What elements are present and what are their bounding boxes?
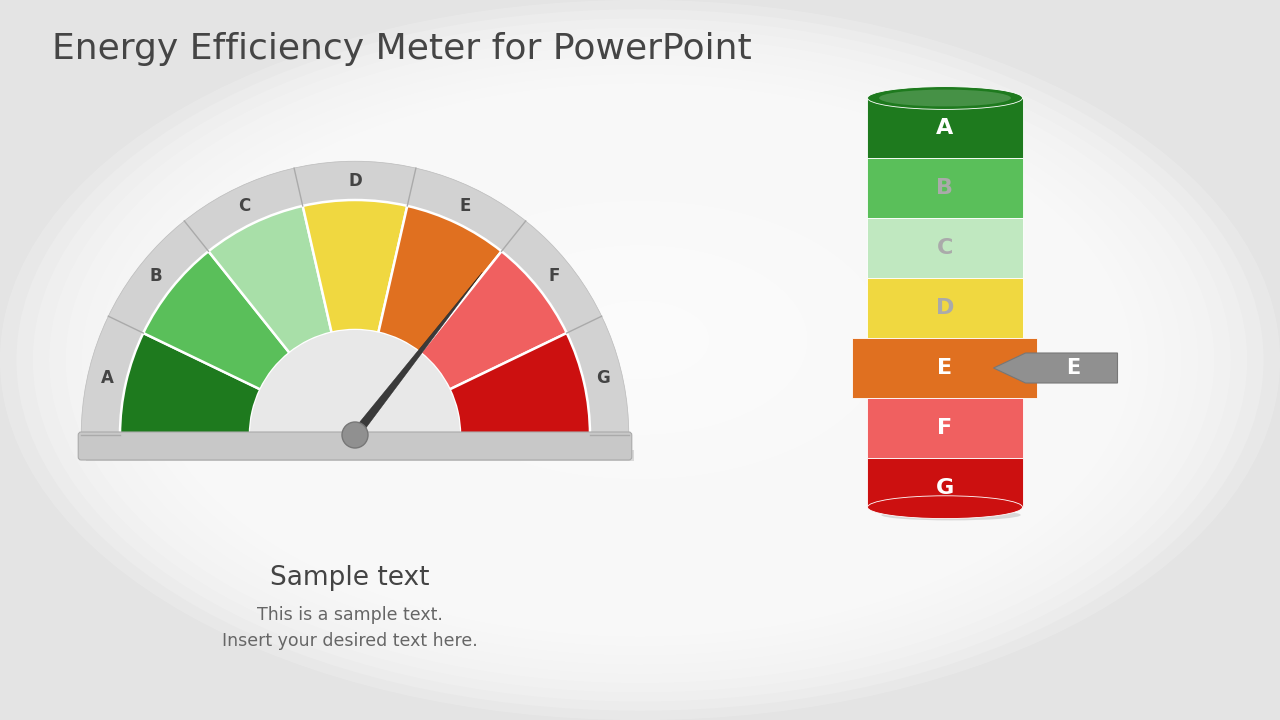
Ellipse shape <box>868 86 1023 109</box>
Text: C: C <box>937 238 954 258</box>
Bar <box>868 98 1023 158</box>
Text: E: E <box>460 197 471 215</box>
Ellipse shape <box>312 176 968 544</box>
Ellipse shape <box>361 203 919 517</box>
Ellipse shape <box>296 145 984 535</box>
Ellipse shape <box>881 510 1020 521</box>
Ellipse shape <box>279 157 1001 563</box>
Ellipse shape <box>394 222 886 498</box>
Ellipse shape <box>453 234 827 446</box>
Ellipse shape <box>17 9 1263 711</box>
Ellipse shape <box>512 267 768 413</box>
Wedge shape <box>420 251 567 390</box>
Ellipse shape <box>413 212 867 469</box>
Ellipse shape <box>433 222 847 457</box>
Ellipse shape <box>315 156 965 524</box>
Ellipse shape <box>115 65 1165 655</box>
Wedge shape <box>302 200 407 333</box>
Ellipse shape <box>394 200 886 480</box>
Ellipse shape <box>296 166 984 554</box>
Text: B: B <box>150 267 163 285</box>
Text: F: F <box>937 418 952 438</box>
Bar <box>852 338 1038 398</box>
Ellipse shape <box>256 122 1024 557</box>
Text: This is a sample text.
Insert your desired text here.: This is a sample text. Insert your desir… <box>223 606 477 650</box>
Text: E: E <box>1066 358 1080 378</box>
Bar <box>86 450 634 461</box>
Ellipse shape <box>82 46 1198 674</box>
Ellipse shape <box>180 102 1100 618</box>
Text: G: G <box>596 369 609 387</box>
Ellipse shape <box>868 496 1023 518</box>
Ellipse shape <box>611 323 669 357</box>
Ellipse shape <box>33 19 1247 701</box>
Polygon shape <box>993 353 1117 383</box>
FancyBboxPatch shape <box>78 432 632 460</box>
Ellipse shape <box>65 37 1215 683</box>
Ellipse shape <box>49 27 1231 693</box>
Text: A: A <box>101 369 114 387</box>
Text: Sample text: Sample text <box>270 565 430 591</box>
Ellipse shape <box>531 279 749 402</box>
Ellipse shape <box>460 258 820 462</box>
Bar <box>868 158 1023 218</box>
Ellipse shape <box>147 83 1133 637</box>
Ellipse shape <box>879 89 1011 107</box>
Bar <box>868 218 1023 278</box>
Ellipse shape <box>492 256 788 424</box>
Ellipse shape <box>344 194 936 526</box>
Text: D: D <box>348 171 362 189</box>
Ellipse shape <box>355 179 925 502</box>
Ellipse shape <box>335 167 945 513</box>
Circle shape <box>342 422 369 448</box>
Ellipse shape <box>550 289 730 390</box>
Text: G: G <box>936 478 954 498</box>
Wedge shape <box>81 161 628 435</box>
Wedge shape <box>143 251 289 390</box>
Text: D: D <box>936 298 954 318</box>
Ellipse shape <box>99 55 1181 665</box>
Wedge shape <box>120 333 260 435</box>
Bar <box>868 398 1023 458</box>
Bar <box>250 432 460 440</box>
Ellipse shape <box>443 249 837 471</box>
Bar <box>868 458 1023 507</box>
Ellipse shape <box>164 92 1116 628</box>
Ellipse shape <box>411 231 869 489</box>
Ellipse shape <box>328 184 952 536</box>
Ellipse shape <box>197 89 1083 591</box>
Ellipse shape <box>276 134 1004 546</box>
Wedge shape <box>449 333 590 435</box>
Ellipse shape <box>178 78 1102 602</box>
Ellipse shape <box>214 120 1066 600</box>
Ellipse shape <box>216 100 1064 580</box>
Bar <box>868 278 1023 338</box>
Text: A: A <box>937 118 954 138</box>
Ellipse shape <box>246 138 1034 582</box>
Ellipse shape <box>378 212 902 508</box>
Wedge shape <box>250 330 460 435</box>
Ellipse shape <box>590 312 690 368</box>
Ellipse shape <box>132 74 1148 646</box>
Text: C: C <box>238 197 251 215</box>
Ellipse shape <box>229 129 1051 591</box>
Ellipse shape <box>426 240 854 480</box>
Ellipse shape <box>472 245 808 435</box>
Wedge shape <box>209 206 332 353</box>
Text: F: F <box>548 267 559 285</box>
Wedge shape <box>379 206 502 353</box>
Ellipse shape <box>197 111 1083 609</box>
Text: E: E <box>937 358 952 378</box>
Ellipse shape <box>237 112 1043 569</box>
Ellipse shape <box>374 189 906 490</box>
Polygon shape <box>352 272 483 438</box>
Ellipse shape <box>262 148 1018 572</box>
Text: Energy Efficiency Meter for PowerPoint: Energy Efficiency Meter for PowerPoint <box>52 32 751 66</box>
Text: B: B <box>937 178 954 198</box>
Ellipse shape <box>571 301 709 379</box>
